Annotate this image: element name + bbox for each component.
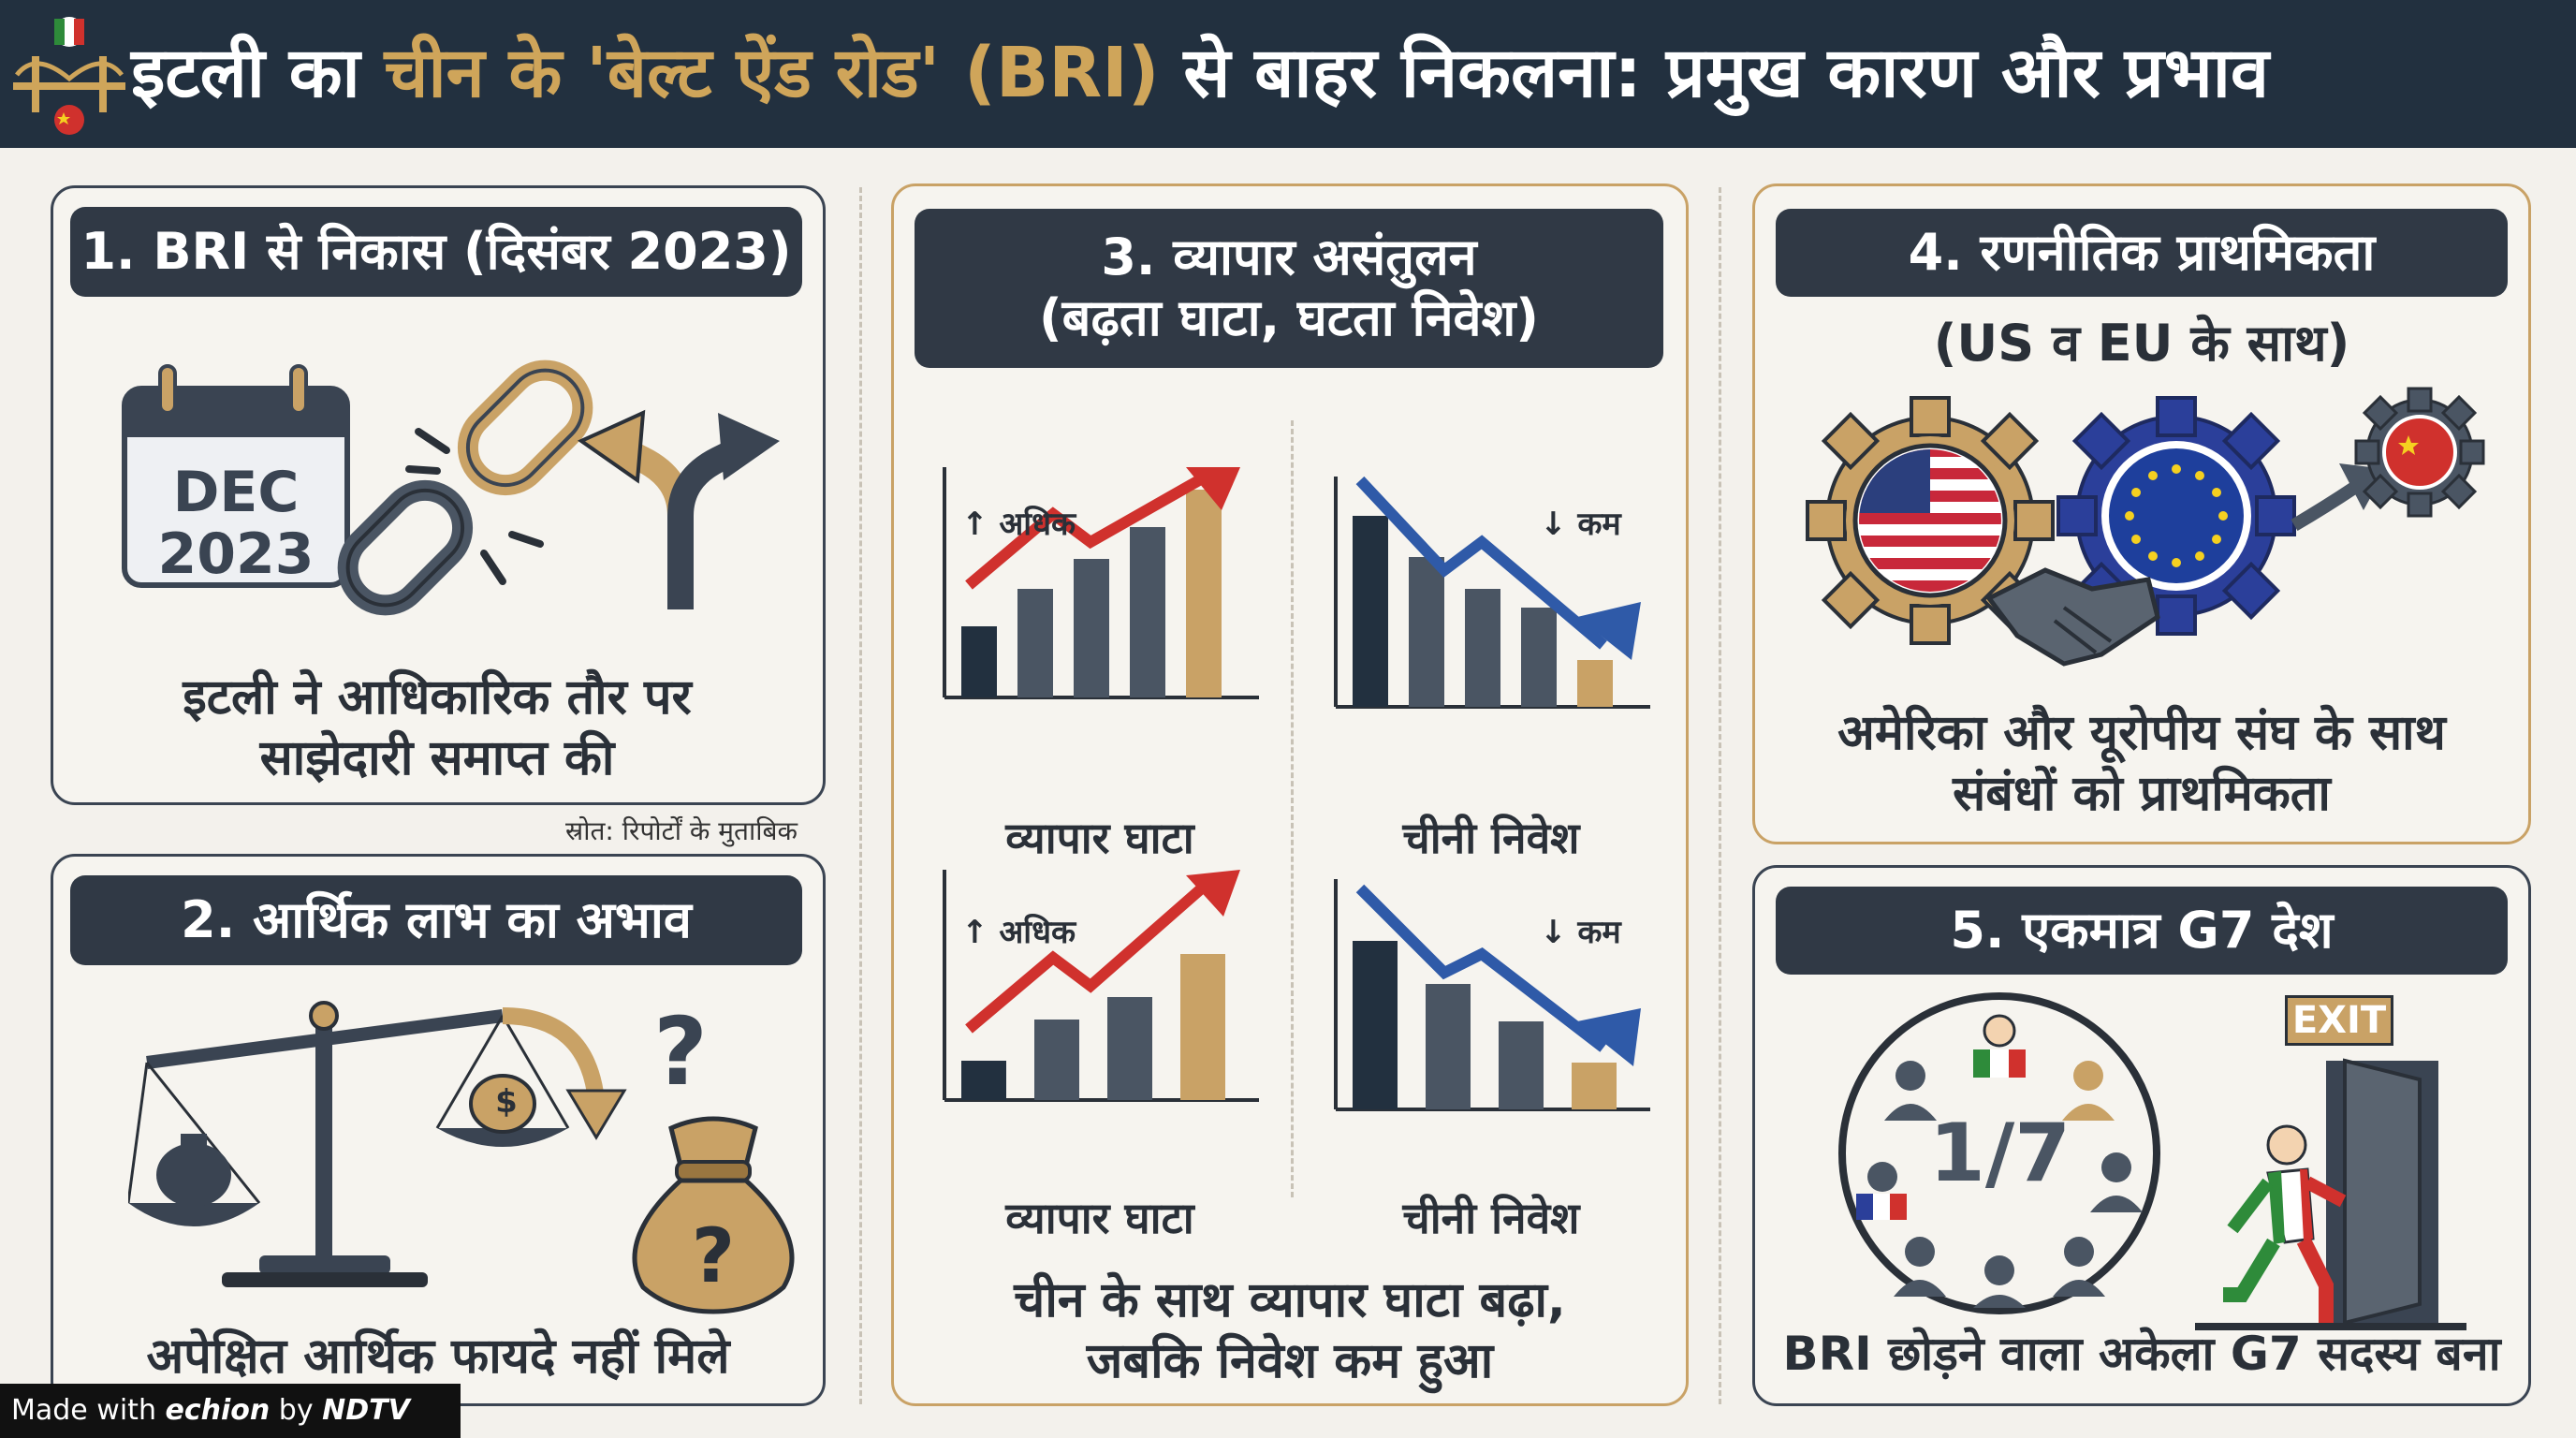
page-title: इटली का चीन के 'बेल्ट ऐंड रोड' (BRI) से …: [131, 33, 2270, 113]
chart-bar: [1577, 660, 1613, 707]
chinese-investment-chart: [1332, 477, 1650, 711]
chart-bar: [1130, 527, 1165, 697]
trend-label-up: ↑ अधिक: [961, 506, 1076, 543]
chart-bar: [1409, 557, 1444, 707]
chart-bar: [1353, 516, 1388, 707]
panel-caption: BRI छोड़ने वाला अकेला G7 सदस्य बना: [1782, 1327, 2501, 1381]
panel-economic-benefit: 2. आर्थिक लाभ का अभाव $ ?: [51, 854, 826, 1406]
chart-bar: [961, 1061, 1006, 1100]
chart-bar: [1017, 589, 1053, 697]
balance-scale-icon: [128, 988, 615, 1297]
chart-bar: [1465, 589, 1500, 707]
chart-bar: [1180, 954, 1225, 1100]
money-bag-icon: [615, 1109, 812, 1315]
italy-china-bridge-icon: [13, 9, 125, 140]
trade-deficit-chart: [941, 870, 1259, 1104]
made-with-footer: Made with echion by NDTV: [0, 1384, 461, 1438]
chart-bar: [1034, 1020, 1079, 1100]
chinese-investment-chart: [1332, 879, 1650, 1113]
panel-bri-exit: 1. BRI से निकास (दिसंबर 2023) DEC 2023: [51, 185, 826, 805]
chart-label: व्यापार घाटा: [1005, 813, 1194, 863]
dollar-symbol: $: [495, 1083, 518, 1121]
chart-bar: [1186, 490, 1222, 697]
panel-caption: चीन के साथ व्यापार घाटा बढ़ा, जबकि निवेश…: [1014, 1272, 1566, 1389]
g7-fraction: 1/7: [1929, 1107, 2071, 1200]
chart-divider: [1291, 420, 1294, 1197]
panel-title-line2: (बढ़ता घाटा, घटता निवेश): [1039, 288, 1539, 347]
trend-label-down: ↓ कम: [1540, 914, 1621, 951]
calendar-month: DEC: [172, 460, 300, 525]
curved-down-arrow-icon: [493, 997, 643, 1147]
chart-bar: [1572, 1063, 1617, 1109]
panel-title: 1. BRI से निकास (दिसंबर 2023): [70, 207, 802, 297]
exit-sign-text: EXIT: [2291, 999, 2387, 1042]
chart-label: व्यापार घाटा: [1005, 1193, 1194, 1243]
panel-caption: इटली ने आधिकारिक तौर पर साझेदारी समाप्त …: [183, 669, 692, 786]
exit-sign: EXIT: [2285, 995, 2393, 1046]
china-flag-gear-icon: [2354, 387, 2485, 518]
panel-caption: अमेरिका और यूरोपीय संघ के साथ संबंधों को…: [1837, 705, 2446, 822]
broken-chain-icon: [325, 347, 606, 628]
bag-question-mark: ?: [691, 1212, 736, 1299]
chart-bar: [1521, 608, 1557, 707]
column-divider-left: [859, 187, 862, 1404]
handshake-icon: [1980, 551, 2167, 673]
question-mark: ?: [652, 997, 708, 1107]
panel-trade-imbalance: 3. व्यापार असंतुलन (बढ़ता घाटा, घटता निव…: [891, 183, 1689, 1406]
calendar-icon: [119, 357, 353, 591]
panel-title: 4. रणनीतिक प्राथमिकता: [1776, 209, 2508, 297]
g7-circle-icon: [1836, 990, 2163, 1317]
chart-label: चीनी निवेश: [1402, 1193, 1580, 1243]
panel-title-line1: 3. व्यापार असंतुलन: [1101, 227, 1477, 287]
eu-flag-gear-icon: [2055, 394, 2298, 638]
panel-strategic-priority: 4. रणनीतिक प्राथमिकता (US व EU के साथ): [1752, 183, 2531, 844]
chart-label: चीनी निवेश: [1402, 813, 1580, 863]
trend-label-up: ↑ अधिक: [961, 914, 1076, 951]
chart-bar: [1074, 559, 1109, 697]
column-divider-right: [1719, 187, 1721, 1404]
header-bar: इटली का चीन के 'बेल्ट ऐंड रोड' (BRI) से …: [0, 0, 2576, 148]
exit-door-icon: [2195, 1051, 2466, 1332]
panel-caption: अपेक्षित आर्थिक फायदे नहीं मिले: [146, 1328, 730, 1385]
chart-bar: [961, 626, 997, 697]
echion-logo: echion: [165, 1394, 271, 1427]
panel-subtitle: (US व EU के साथ): [1933, 314, 2350, 373]
diverging-paths-icon: [568, 375, 793, 619]
chart-bar: [1353, 941, 1398, 1109]
chart-bar: [1426, 984, 1471, 1109]
panel-title: 2. आर्थिक लाभ का अभाव: [70, 875, 802, 965]
panel-only-g7: 5. एकमात्र G7 देश 1/7 EXIT: [1752, 865, 2531, 1406]
us-flag-gear-icon: [1804, 394, 2056, 647]
chart-bar: [1107, 997, 1152, 1100]
panel-title: 5. एकमात्र G7 देश: [1776, 887, 2508, 975]
trade-deficit-chart: [941, 467, 1259, 701]
panel-title: 3. व्यापार असंतुलन (बढ़ता घाटा, घटता निव…: [915, 209, 1663, 368]
trend-label-down: ↓ कम: [1540, 506, 1621, 543]
chart-bar: [1499, 1021, 1544, 1109]
source-note: स्रोत: रिपोर्टों के मुताबिक: [565, 815, 798, 846]
ndtv-logo: NDTV: [322, 1394, 410, 1427]
calendar-year: 2023: [157, 521, 315, 587]
